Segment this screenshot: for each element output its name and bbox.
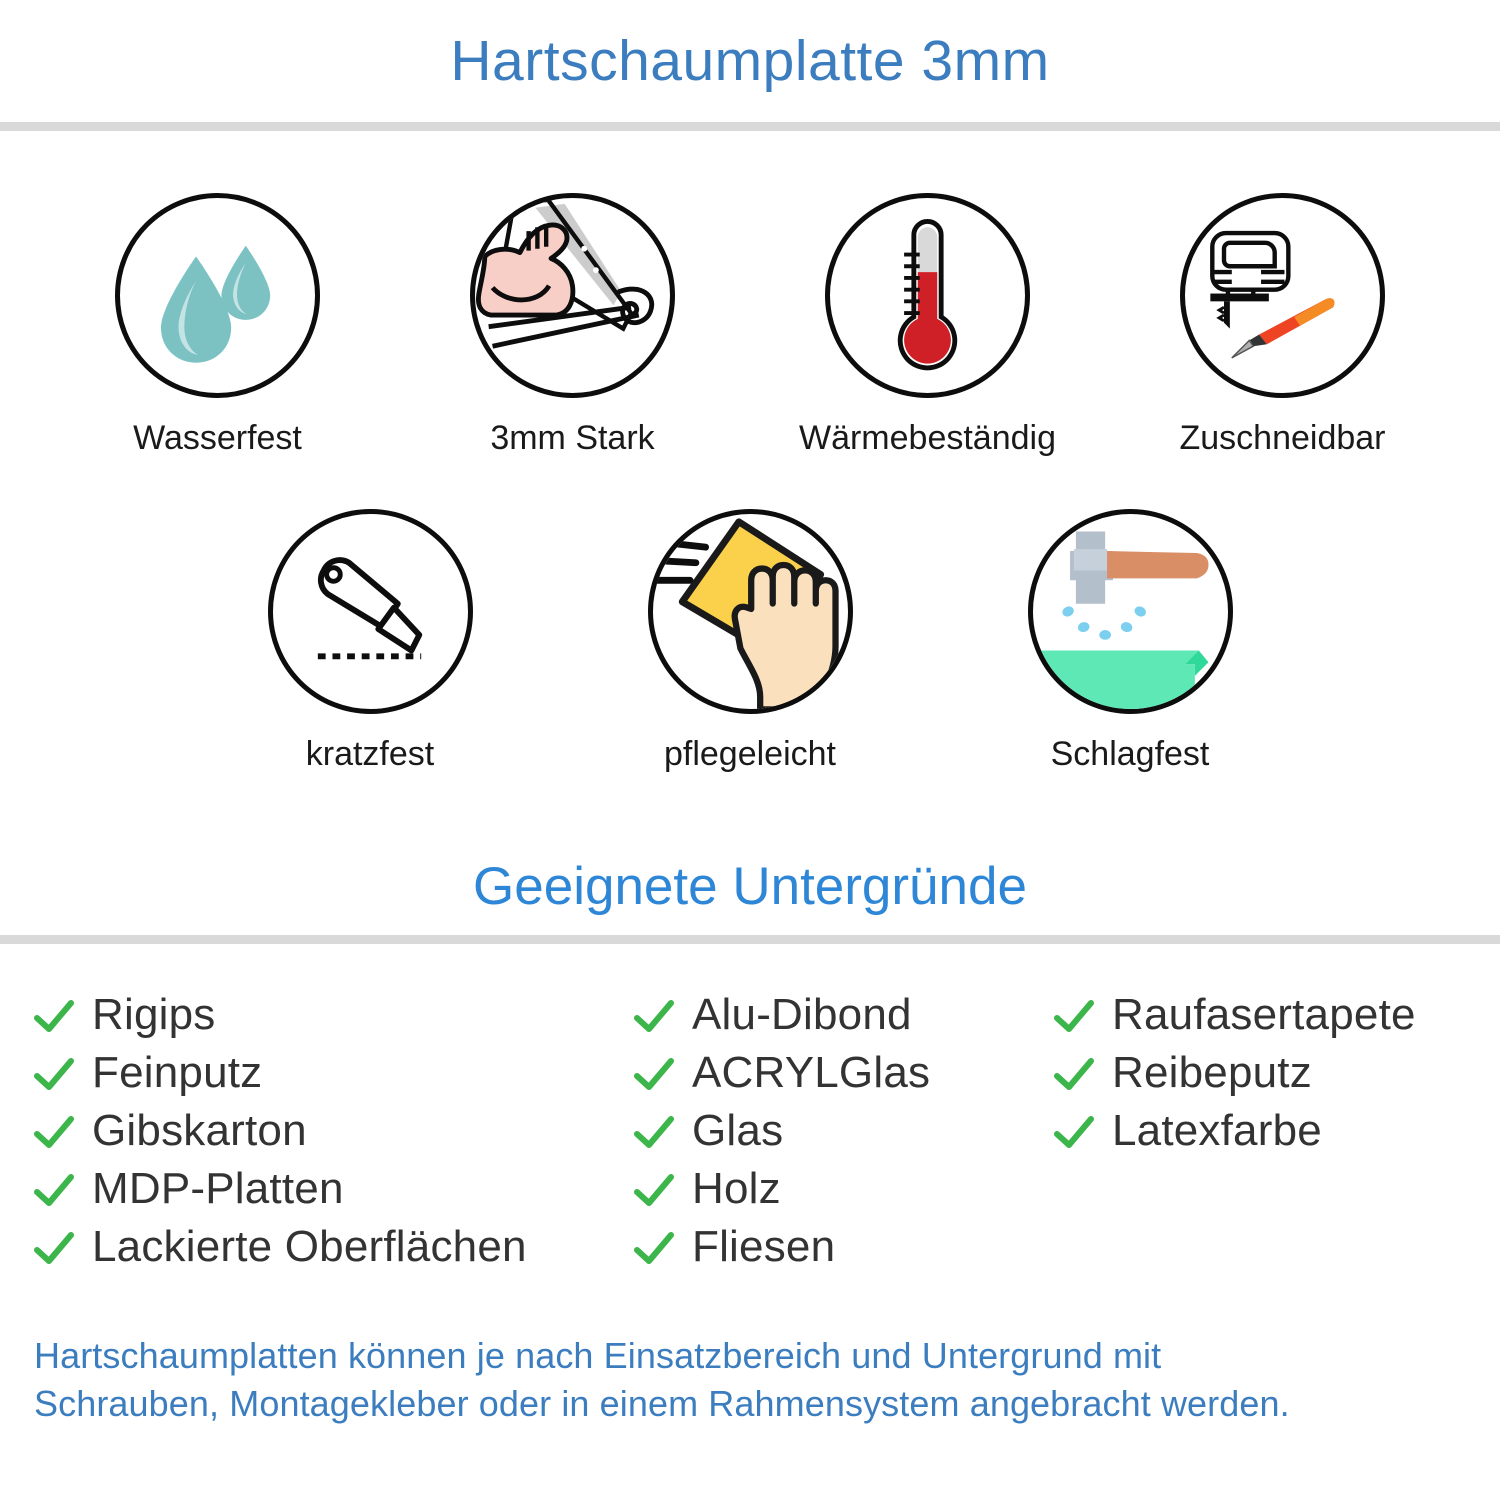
feature-label: Schlagfest	[1050, 735, 1210, 774]
substrate-column-2: Alu-Dibond ACRYLGlas Glas Holz Fliesen	[632, 986, 1052, 1276]
water-drops-icon	[115, 193, 320, 398]
check-icon	[632, 1227, 676, 1271]
check-icon	[32, 1053, 76, 1097]
substrate-label: Rigips	[92, 989, 216, 1039]
feature-label: Wasserfest	[133, 419, 302, 457]
feature-label: Zuschneidbar	[1179, 419, 1386, 457]
check-icon	[632, 995, 676, 1039]
list-item: Lackierte Oberflächen	[32, 1218, 632, 1276]
list-item: Rigips	[32, 986, 632, 1044]
check-icon	[632, 1111, 676, 1155]
substrate-label: Raufasertapete	[1112, 989, 1416, 1039]
check-icon	[1052, 1053, 1096, 1097]
feature-zuschneidbar: Zuschneidbar	[1105, 193, 1460, 457]
jigsaw-and-cutter-icon	[1180, 193, 1385, 398]
hand-with-cloth-icon	[647, 509, 853, 715]
substrate-label: MDP-Platten	[92, 1163, 344, 1213]
divider-mid	[0, 934, 1500, 944]
check-icon	[32, 1227, 76, 1271]
substrate-label: Glas	[692, 1105, 784, 1155]
substrate-label: Feinputz	[92, 1047, 263, 1097]
substrate-label: Holz	[692, 1163, 781, 1213]
substrate-label: Reibeputz	[1112, 1047, 1312, 1097]
box-cutter-icon	[267, 509, 473, 715]
list-item: Feinputz	[32, 1044, 632, 1102]
check-icon	[1052, 995, 1096, 1039]
feature-wasserfest: Wasserfest	[40, 193, 395, 457]
list-item: ACRYLGlas	[632, 1044, 1052, 1102]
list-item: MDP-Platten	[32, 1160, 632, 1218]
thermometer-icon	[825, 193, 1030, 398]
footnote: Hartschaumplatten können je nach Einsatz…	[0, 1332, 1500, 1429]
check-icon	[632, 1053, 676, 1097]
feature-label: 3mm Stark	[490, 419, 655, 457]
flexing-arm-icon	[470, 193, 675, 398]
substrate-column-3: Raufasertapete Reibeputz Latexfarbe	[1052, 986, 1482, 1160]
check-icon	[32, 1111, 76, 1155]
substrate-label: Fliesen	[692, 1221, 836, 1271]
list-item: Gibskarton	[32, 1102, 632, 1160]
feature-label: pflegeleicht	[663, 735, 836, 774]
feature-label: kratzfest	[305, 735, 435, 774]
footnote-line-1: Hartschaumplatten können je nach Einsatz…	[34, 1334, 1162, 1376]
list-item: Reibeputz	[1052, 1044, 1482, 1102]
list-item: Latexfarbe	[1052, 1102, 1482, 1160]
check-icon	[632, 1169, 676, 1213]
feature-row-1: Wasserfest	[0, 193, 1500, 457]
check-icon	[32, 1169, 76, 1213]
divider-top	[0, 122, 1500, 131]
feature-row-2: kratzfest pflegeleicht	[0, 509, 1500, 773]
substrate-label: Lackierte Oberflächen	[92, 1221, 527, 1271]
list-item: Fliesen	[632, 1218, 1052, 1276]
page-title: Hartschaumplatte 3mm	[450, 29, 1050, 93]
substrate-label: ACRYLGlas	[692, 1047, 931, 1097]
feature-3mm-stark: 3mm Stark	[395, 193, 750, 457]
check-icon	[1052, 1111, 1096, 1155]
substrate-list: Rigips Feinputz Gibskarton MDP-Platten L…	[0, 986, 1500, 1276]
list-item: Raufasertapete	[1052, 986, 1482, 1044]
hammer-impact-icon	[1027, 509, 1233, 715]
list-item: Holz	[632, 1160, 1052, 1218]
substrate-label: Latexfarbe	[1112, 1105, 1322, 1155]
substrates-heading: Geeignete Untergründe	[473, 856, 1027, 916]
feature-pflegeleicht: pflegeleicht	[560, 509, 940, 773]
substrate-label: Alu-Dibond	[692, 989, 912, 1039]
list-item: Alu-Dibond	[632, 986, 1052, 1044]
list-item: Glas	[632, 1102, 1052, 1160]
substrate-label: Gibskarton	[92, 1105, 307, 1155]
footnote-line-2: Schrauben, Montagekleber oder in einem R…	[34, 1383, 1290, 1425]
feature-kratzfest: kratzfest	[180, 509, 560, 773]
feature-label: Wärmebeständig	[798, 419, 1056, 457]
feature-schlagfest: Schlagfest	[940, 509, 1320, 773]
substrate-column-1: Rigips Feinputz Gibskarton MDP-Platten L…	[32, 986, 632, 1276]
feature-waermebestaendig: Wärmebeständig	[750, 193, 1105, 457]
check-icon	[32, 995, 76, 1039]
